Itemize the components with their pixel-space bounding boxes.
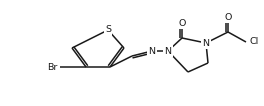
Text: O: O [178, 19, 186, 27]
Text: N: N [202, 38, 210, 47]
Text: Cl: Cl [250, 38, 259, 47]
Text: N: N [148, 47, 155, 56]
Text: N: N [164, 47, 172, 56]
Text: O: O [224, 13, 232, 22]
Text: S: S [105, 26, 111, 34]
Text: Br: Br [47, 63, 57, 72]
